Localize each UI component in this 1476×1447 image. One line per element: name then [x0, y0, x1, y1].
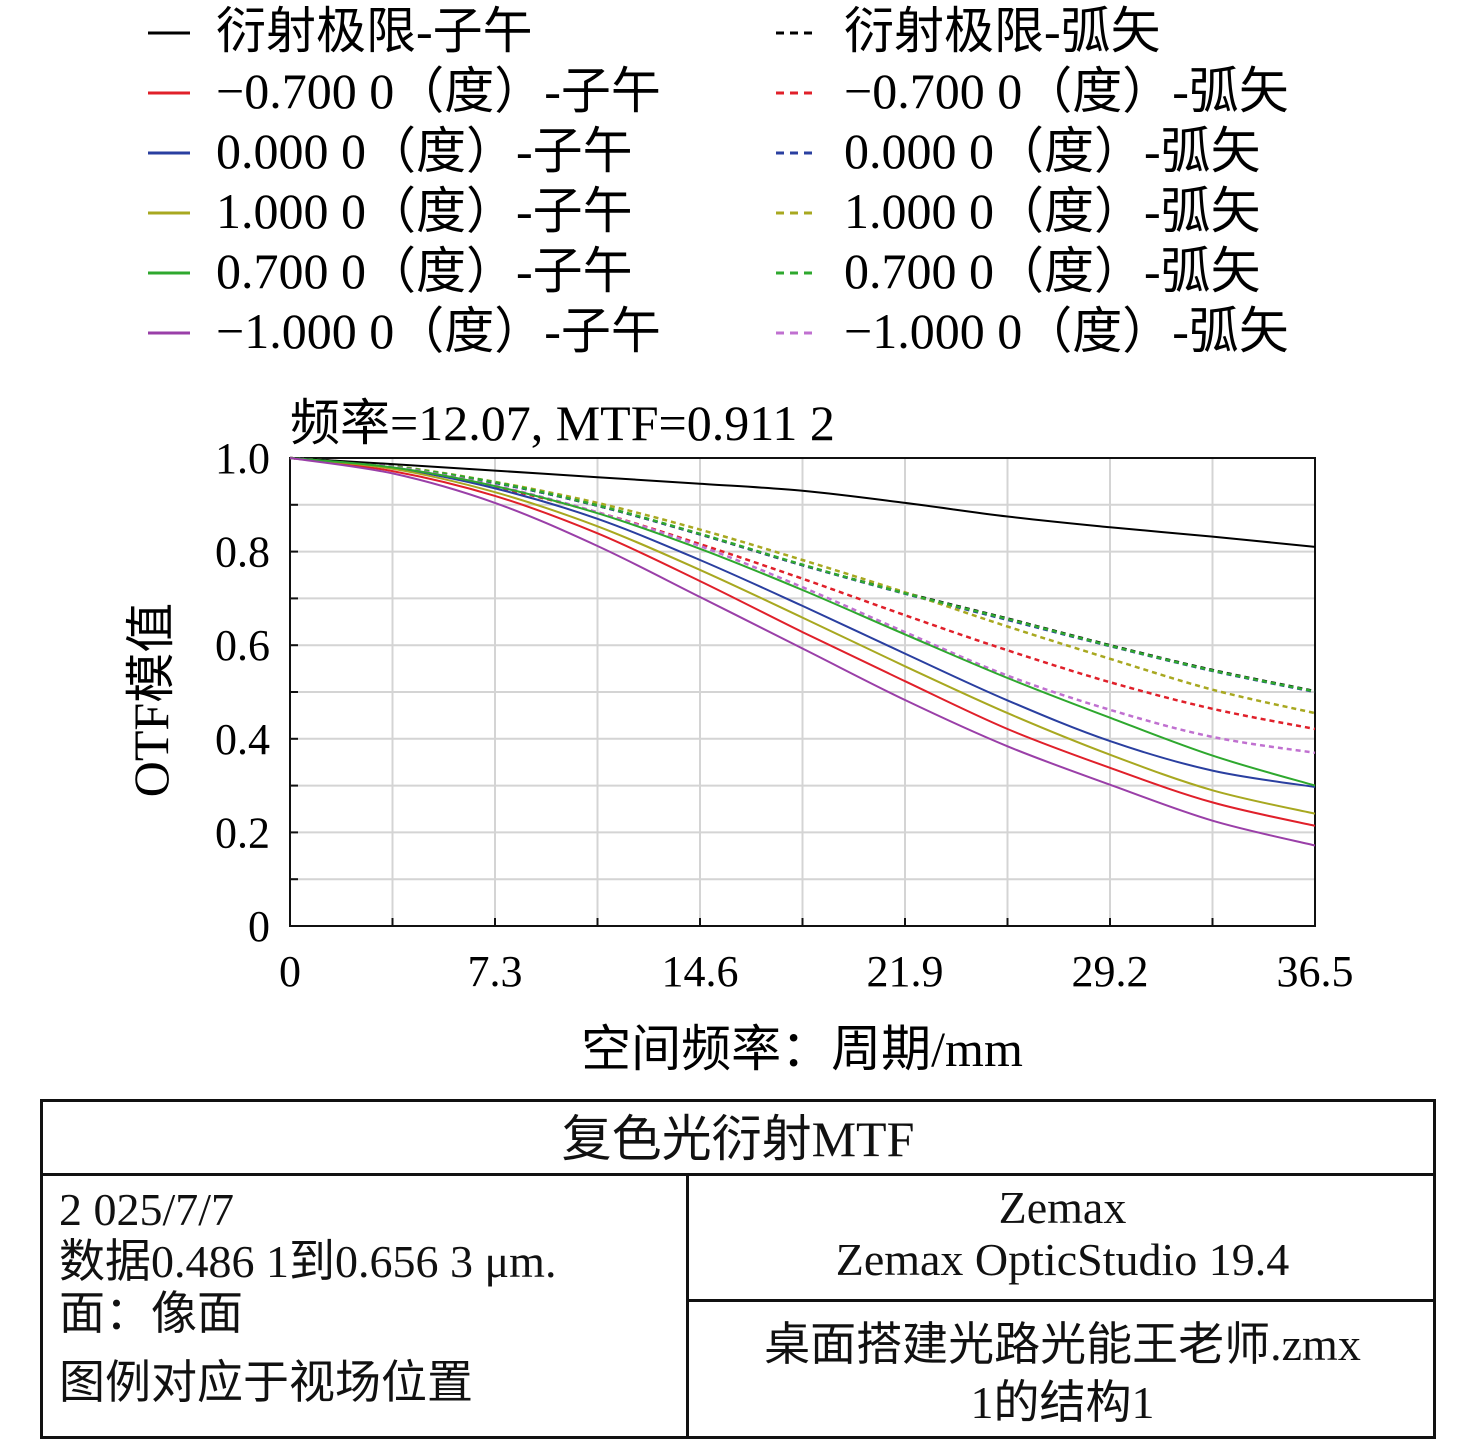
y-tick-label: 0.6 [215, 621, 270, 670]
y-tick-label: 0 [248, 902, 270, 951]
x-tick-label: 0 [279, 947, 301, 996]
info-panel: 复色光衍射MTF 2 025/7/7 数据0.486 1到0.656 3 μm.… [40, 1099, 1436, 1439]
info-data-range: 数据0.486 1到0.656 3 μm. [59, 1236, 557, 1287]
x-axis-ticks: 0 7.3 14.6 21.9 29.2 36.5 [279, 947, 1354, 996]
legend-label: 衍射极限-子午 [216, 3, 533, 59]
info-file-1: 桌面搭建光路光能王老师.zmx [764, 1319, 1361, 1370]
legend-label: −0.700 0（度）-弧矢 [844, 63, 1289, 119]
y-tick-label: 1.0 [215, 434, 270, 483]
info-legend-note: 图例对应于视场位置 [59, 1357, 473, 1408]
info-title: 复色光衍射MTF [43, 1102, 1433, 1176]
y-tick-label: 0.8 [215, 528, 270, 577]
info-surface: 面：像面 [59, 1288, 243, 1339]
plot-grid [290, 458, 1315, 926]
x-tick-label: 29.2 [1072, 947, 1149, 996]
x-axis-label: 空间频率：周期/mm [581, 1021, 1023, 1077]
legend-label: −0.700 0（度）-子午 [216, 63, 661, 119]
y-tick-label: 0.2 [215, 808, 270, 857]
info-date: 2 025/7/7 [59, 1184, 235, 1235]
mtf-chart: 衍射极限-子午 衍射极限-弧矢 −0.700 0（度）-子午 −0.700 0（度）-… [123, 3, 1354, 1077]
legend-label: 0.700 0（度）-子午 [216, 243, 633, 299]
series-line [289, 457, 1316, 788]
series-line [289, 457, 1316, 847]
x-tick-label: 14.6 [662, 947, 739, 996]
series-line [289, 457, 1316, 815]
series-line [289, 456, 1316, 693]
legend-label: 1.000 0（度）-子午 [216, 183, 633, 239]
info-software-1: Zemax [998, 1182, 1127, 1233]
legend: 衍射极限-子午 衍射极限-弧矢 −0.700 0（度）-子午 −0.700 0（度）-… [148, 3, 1289, 359]
legend-label: 1.000 0（度）-弧矢 [844, 183, 1261, 239]
legend-label: −1.000 0（度）-弧矢 [844, 303, 1289, 359]
info-file-2: 1的结构1 [970, 1377, 1155, 1428]
info-software-cell: Zemax Zemax OpticStudio 19.4 [689, 1176, 1436, 1302]
legend-label: −1.000 0（度）-子午 [216, 303, 661, 359]
series-line [289, 457, 1316, 548]
series-line [289, 457, 1316, 827]
series-line [289, 457, 1316, 787]
info-software-2: Zemax OpticStudio 19.4 [835, 1234, 1290, 1285]
legend-label: 衍射极限-弧矢 [844, 3, 1161, 59]
y-tick-label: 0.4 [215, 715, 270, 764]
info-left-cell: 2 025/7/7 数据0.486 1到0.656 3 μm. 面：像面 图例对… [43, 1176, 689, 1439]
chart-title: 频率=12.07, MTF=0.911 2 [290, 395, 835, 451]
legend-label: 0.000 0（度）-子午 [216, 123, 633, 179]
info-file-cell: 桌面搭建光路光能王老师.zmx 1的结构1 [689, 1302, 1436, 1439]
legend-label: 0.700 0（度）-弧矢 [844, 243, 1261, 299]
series-lines [289, 456, 1316, 847]
x-tick-label: 7.3 [468, 947, 523, 996]
legend-label: 0.000 0（度）-弧矢 [844, 123, 1261, 179]
x-tick-label: 36.5 [1277, 947, 1354, 996]
x-tick-label: 21.9 [867, 947, 944, 996]
y-axis-ticks: 0 0.2 0.4 0.6 0.8 1.0 [215, 434, 270, 951]
y-axis-label: OTF模值 [123, 603, 179, 797]
